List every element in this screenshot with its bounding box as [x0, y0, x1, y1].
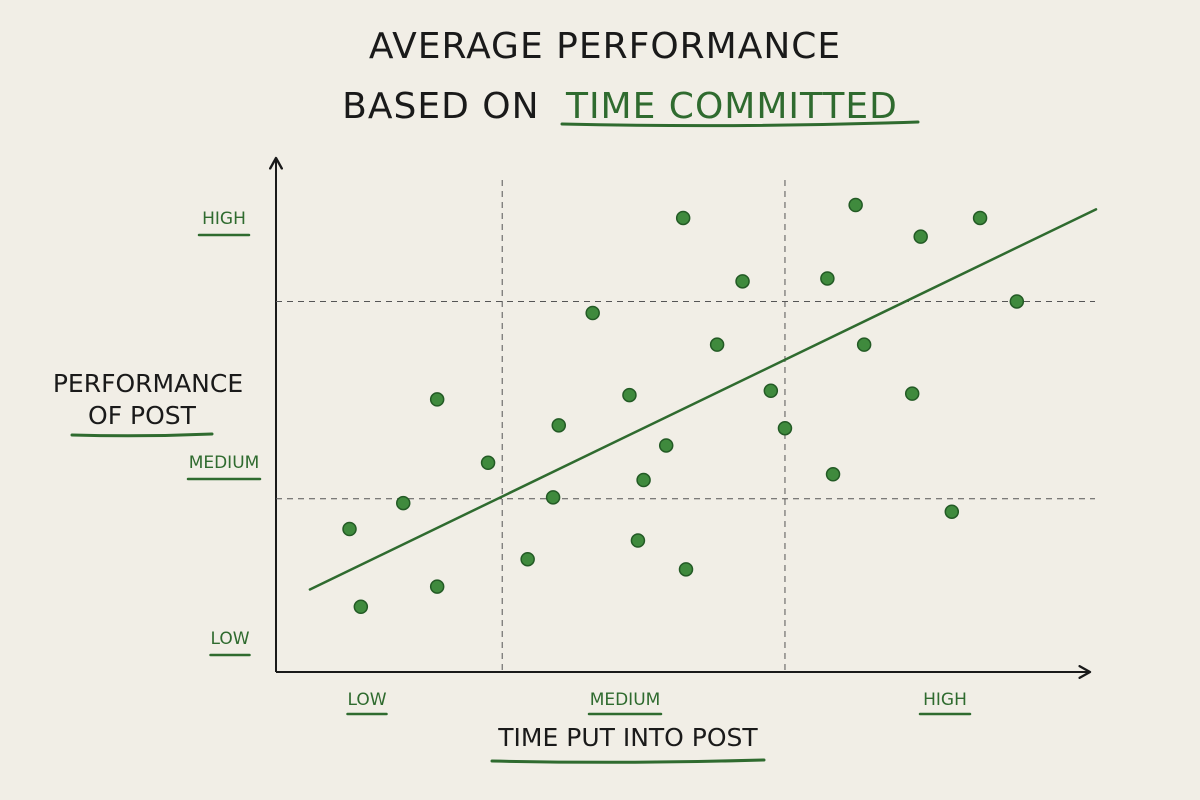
- chart-title-line1: AVERAGE PERFORMANCE: [369, 26, 841, 67]
- data-point-1: [353, 599, 369, 615]
- data-point-15: [678, 562, 694, 577]
- x-axis-label-underline: [490, 758, 766, 764]
- chart-title-line2-prefix: BASED ON: [342, 86, 539, 127]
- y-tick-label-low: LOW: [210, 629, 249, 649]
- data-point-25: [913, 229, 928, 244]
- data-point-16: [709, 337, 725, 352]
- data-point-14: [675, 210, 691, 226]
- y-tick-label-medium: MEDIUM: [189, 453, 260, 473]
- data-point-23: [856, 337, 872, 352]
- quadrant-dividers: [276, 180, 1095, 672]
- y-axis-label-line2: OF POST: [88, 401, 197, 430]
- data-point-11: [630, 533, 646, 548]
- data-point-26: [944, 504, 960, 519]
- y-tick-labels: LOW MEDIUM HIGH: [186, 209, 262, 657]
- data-point-21: [825, 467, 841, 482]
- data-point-12: [636, 472, 651, 488]
- data-points: [342, 197, 1025, 615]
- data-point-22: [848, 197, 863, 213]
- trend-line: [308, 208, 1098, 591]
- data-point-13: [658, 438, 674, 453]
- data-point-27: [972, 210, 988, 226]
- title-underline: [560, 120, 920, 128]
- x-tick-label-medium: MEDIUM: [590, 690, 661, 710]
- x-tick-labels: LOW MEDIUM HIGH: [346, 690, 972, 716]
- data-point-19: [777, 420, 793, 436]
- y-axis-label-line1: PERFORMANCE: [53, 369, 243, 398]
- data-point-17: [735, 274, 750, 289]
- data-point-20: [820, 271, 835, 286]
- data-point-28: [1009, 294, 1025, 309]
- y-axis-label-underline: [70, 432, 214, 438]
- data-point-2: [395, 495, 411, 511]
- chart-title-line2: BASED ON TIME COMMITTED: [342, 86, 898, 127]
- data-point-18: [763, 383, 779, 399]
- data-point-8: [551, 418, 567, 433]
- chart-title-highlight: TIME COMMITTED: [565, 86, 898, 127]
- data-point-24: [904, 386, 920, 401]
- x-axis-label: TIME PUT INTO POST: [497, 723, 758, 752]
- x-tick-label-high: HIGH: [923, 690, 967, 710]
- data-point-9: [585, 305, 600, 321]
- data-point-4: [429, 392, 445, 407]
- data-point-0: [342, 521, 357, 537]
- data-point-5: [480, 455, 496, 471]
- data-point-6: [520, 551, 535, 567]
- data-point-7: [545, 490, 561, 505]
- data-point-10: [622, 387, 637, 403]
- x-tick-label-low: LOW: [347, 690, 386, 710]
- data-point-3: [429, 579, 445, 594]
- y-tick-label-high: HIGH: [202, 209, 246, 229]
